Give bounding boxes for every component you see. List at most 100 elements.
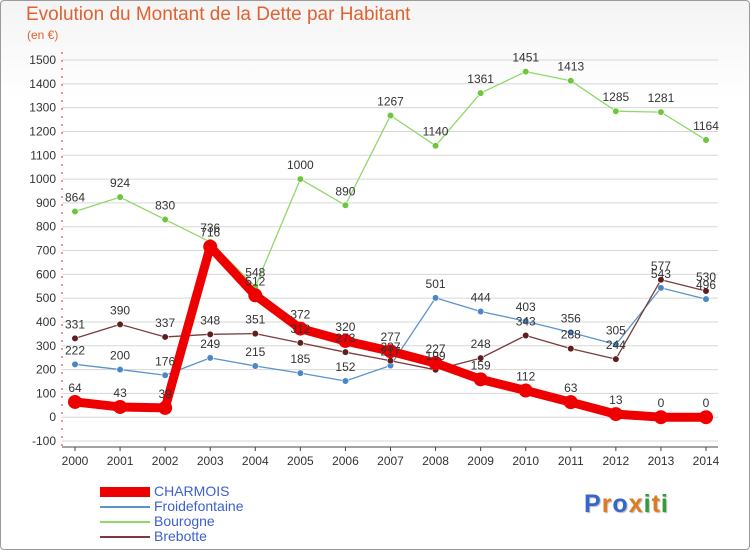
- data-label-charmois: 512: [245, 274, 265, 288]
- data-label-charmois: 372: [290, 308, 310, 322]
- data-label-bourogne: 1451: [512, 51, 539, 65]
- data-point-charmois: [473, 372, 488, 387]
- data-label-bourogne: 548: [245, 266, 265, 280]
- data-label-bourogne: 1000: [287, 158, 314, 172]
- data-point-charmois: [608, 407, 623, 422]
- y-tick-label: 400: [36, 315, 56, 329]
- proxiti-logo: Proxiti: [584, 490, 669, 519]
- logo-letter: t: [651, 490, 661, 518]
- y-tick-label: 300: [36, 339, 56, 353]
- data-label-charmois: 716: [200, 226, 220, 240]
- data-label-bourogne: 864: [65, 190, 85, 204]
- data-label-brebotte: 237: [380, 340, 400, 354]
- data-label-charmois: 277: [380, 330, 400, 344]
- data-point-froidefontaine: [477, 307, 485, 316]
- y-tick-label: 1200: [29, 124, 56, 138]
- data-point-froidefontaine: [522, 317, 530, 325]
- data-label-bourogne: 924: [110, 176, 130, 190]
- y-tick-label: 0: [49, 410, 56, 424]
- legend-swatch-bourogne: [100, 521, 150, 523]
- data-label-bourogne: 736: [200, 221, 220, 235]
- data-point-bourogne: [341, 201, 350, 209]
- data-label-brebotte: 273: [335, 331, 355, 345]
- data-label-bourogne: 1285: [603, 90, 630, 104]
- data-point-charmois: [518, 383, 533, 398]
- data-point-froidefontaine: [612, 340, 620, 349]
- x-tick-label: 2001: [107, 454, 134, 468]
- data-label-froidefontaine: 200: [110, 349, 130, 363]
- data-point-bourogne: [702, 136, 710, 144]
- data-point-brebotte: [296, 339, 304, 347]
- y-tick-label: 1000: [29, 172, 56, 186]
- legend-label-froidefontaine: Froidefontaine: [154, 498, 244, 514]
- data-point-charmois: [68, 394, 82, 409]
- data-label-froidefontaine: 185: [290, 352, 310, 366]
- legend-label-charmois: CHARMOIS: [154, 483, 230, 499]
- data-point-froidefontaine: [657, 284, 665, 292]
- data-label-bourogne: 1164: [693, 119, 719, 133]
- data-label-bourogne: 1361: [467, 72, 494, 86]
- logo-letter: o: [612, 490, 629, 518]
- data-label-charmois: 13: [609, 393, 623, 407]
- x-tick-label: 2002: [152, 454, 179, 468]
- y-tick-label: -100: [32, 434, 56, 448]
- data-point-brebotte: [612, 355, 620, 363]
- y-tick-label: 900: [36, 196, 56, 210]
- x-tick-label: 2004: [242, 454, 269, 468]
- data-label-brebotte: 530: [696, 270, 716, 284]
- data-label-charmois: 320: [335, 320, 355, 334]
- y-tick-label: 100: [36, 386, 56, 400]
- data-label-bourogne: 830: [155, 199, 175, 213]
- logo-letter: i: [660, 490, 669, 518]
- data-label-brebotte: 312: [290, 322, 310, 336]
- data-label-charmois: 227: [426, 342, 446, 356]
- data-point-charmois: [293, 321, 308, 336]
- data-point-charmois: [699, 410, 713, 425]
- data-label-charmois: 43: [113, 386, 127, 400]
- data-point-brebotte: [341, 348, 350, 356]
- data-point-brebotte: [567, 345, 575, 353]
- data-label-charmois: 0: [703, 396, 710, 410]
- data-point-charmois: [203, 239, 218, 254]
- data-label-charmois: 112: [516, 370, 535, 384]
- data-label-bourogne: 1267: [377, 94, 404, 108]
- data-point-brebotte: [161, 333, 169, 341]
- data-point-froidefontaine: [116, 365, 124, 374]
- x-tick-label: 2011: [558, 454, 584, 468]
- data-point-charmois: [428, 356, 443, 371]
- data-point-bourogne: [296, 175, 304, 183]
- data-point-froidefontaine: [161, 371, 169, 379]
- data-point-bourogne: [161, 215, 169, 224]
- data-point-brebotte: [71, 334, 79, 342]
- data-point-bourogne: [567, 77, 575, 85]
- legend-label-brebotte: Brebotte: [154, 528, 207, 544]
- data-point-charmois: [653, 410, 668, 425]
- data-label-froidefontaine: 403: [516, 300, 536, 314]
- data-point-froidefontaine: [431, 294, 440, 302]
- x-tick-label: 2010: [512, 454, 539, 468]
- x-tick-label: 2014: [693, 454, 720, 468]
- data-label-charmois: 159: [471, 358, 491, 372]
- data-point-charmois: [338, 333, 353, 348]
- data-point-bourogne: [477, 89, 485, 97]
- data-label-charmois: 64: [68, 381, 82, 395]
- data-label-brebotte: 348: [200, 313, 220, 327]
- data-label-froidefontaine: 305: [606, 324, 626, 338]
- data-point-froidefontaine: [702, 295, 710, 303]
- chart-title: Evolution du Montant de la Dette par Hab…: [26, 4, 411, 25]
- y-tick-label: 700: [36, 244, 56, 258]
- data-point-charmois: [383, 344, 398, 359]
- data-label-bourogne: 1281: [648, 91, 675, 105]
- data-label-froidefontaine: 215: [245, 345, 265, 359]
- x-tick-label: 2009: [467, 454, 494, 468]
- y-tick-label: 1500: [29, 53, 56, 67]
- y-tick-label: 500: [36, 291, 56, 305]
- data-label-charmois: 39: [158, 387, 172, 401]
- data-label-brebotte: 331: [65, 317, 85, 331]
- data-label-froidefontaine: 152: [335, 360, 355, 374]
- x-tick-label: 2008: [422, 454, 449, 468]
- data-label-brebotte: 337: [155, 316, 175, 330]
- data-label-brebotte: 351: [245, 313, 265, 327]
